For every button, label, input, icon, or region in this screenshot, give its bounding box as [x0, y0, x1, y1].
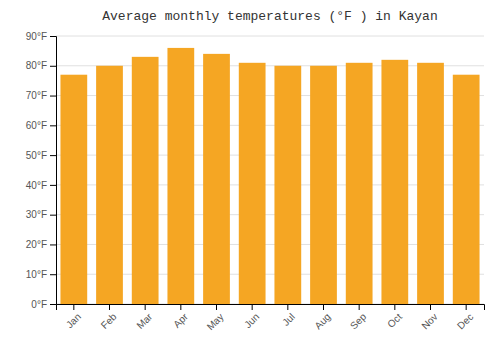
bar: [274, 66, 301, 304]
bar: [239, 63, 266, 304]
bar: [381, 60, 408, 304]
tick-mark: [323, 304, 324, 310]
tick-mark: [50, 244, 56, 245]
tick-mark: [50, 185, 56, 186]
tick-label: Jun: [242, 311, 261, 330]
tick-mark: [109, 304, 110, 310]
tick-mark: [50, 125, 56, 126]
tick: 40°F: [26, 180, 56, 191]
tick-label: Sep: [348, 311, 369, 332]
tick: May: [205, 304, 226, 332]
tick-mark: [466, 304, 467, 310]
tick-label: 60°F: [26, 120, 47, 131]
tick-mark: [50, 274, 56, 275]
tick-label: Jul: [280, 311, 297, 328]
tick-mark: [287, 304, 288, 310]
bar: [310, 66, 337, 304]
tick-label: Mar: [134, 311, 154, 331]
bar: [167, 48, 194, 304]
tick: 20°F: [26, 239, 56, 250]
tick: Dec: [455, 304, 475, 331]
bars: [60, 48, 479, 304]
tick-mark: [50, 215, 56, 216]
tick: Oct: [385, 304, 404, 330]
bar: [346, 63, 373, 304]
tick: Apr: [171, 304, 190, 330]
y-axis: 0°F 10°F 20°F 30°F 40°F 50°F 60°F 70°F 80°F 90°F: [26, 31, 57, 310]
plot: 0°F 10°F 20°F 30°F 40°F 50°F 60°F 70°F 80°F 90°F J…: [26, 31, 485, 333]
bar: [60, 75, 87, 304]
tick: 80°F: [26, 60, 56, 71]
tick-mark: [50, 36, 56, 37]
tick: 30°F: [26, 209, 56, 220]
tick-label: Oct: [385, 311, 404, 330]
axis-line: [57, 305, 485, 311]
title: Average monthly temperatures (°F ) in Ka…: [102, 9, 437, 24]
bar: [203, 54, 230, 304]
tick-label: Nov: [419, 311, 439, 331]
grid-line: [56, 36, 484, 37]
chart: 0°F 10°F 20°F 30°F 40°F 50°F 60°F 70°F 80°F 90°F J…: [0, 0, 500, 350]
tick: Jun: [242, 304, 261, 330]
x-axis: Jan Feb Mar Apr May Jun Jul Aug Sep Oct Nov Dec: [57, 304, 485, 332]
tick-mark: [50, 66, 56, 67]
tick: 50°F: [26, 150, 56, 161]
tick-label: Aug: [312, 311, 332, 331]
tick-mark: [145, 304, 146, 310]
tick-label: Jan: [64, 311, 83, 330]
bar: [132, 57, 159, 304]
tick-label: 80°F: [26, 60, 47, 71]
tick: 0°F: [31, 299, 56, 310]
tick-mark: [50, 155, 56, 156]
tick-mark: [394, 304, 395, 310]
tick-label: 70°F: [26, 90, 47, 101]
axis-line: [50, 37, 57, 305]
tick-label: May: [205, 311, 226, 332]
tick-mark: [252, 304, 253, 310]
tick-label: Dec: [455, 311, 475, 331]
tick-label: 30°F: [26, 209, 47, 220]
tick-label: 0°F: [31, 299, 47, 310]
tick-label: Feb: [99, 311, 119, 331]
tick-mark: [73, 304, 74, 310]
tick-mark: [216, 304, 217, 310]
tick: Mar: [134, 304, 154, 331]
tick-mark: [50, 96, 56, 97]
bar: [96, 66, 123, 304]
tick: Jul: [280, 304, 297, 328]
tick-label: 90°F: [26, 31, 47, 42]
tick-mark: [50, 304, 56, 305]
bar: [417, 63, 444, 304]
tick: 90°F: [26, 31, 56, 42]
tick-mark: [180, 304, 181, 310]
tick-label: Apr: [171, 311, 190, 330]
tick: 10°F: [26, 269, 56, 280]
tick-mark: [359, 304, 360, 310]
tick: Feb: [99, 304, 119, 331]
tick-label: 20°F: [26, 239, 47, 250]
tick: 60°F: [26, 120, 56, 131]
tick: Nov: [419, 304, 439, 331]
grid: [56, 36, 484, 304]
tick-label: 40°F: [26, 180, 47, 191]
tick-mark: [430, 304, 431, 310]
tick: Jan: [64, 304, 83, 330]
tick-label: 10°F: [26, 269, 47, 280]
tick: 70°F: [26, 90, 56, 101]
tick: Aug: [312, 304, 332, 331]
bar: [453, 75, 480, 304]
tick: Sep: [348, 304, 369, 331]
tick-label: 50°F: [26, 150, 47, 161]
